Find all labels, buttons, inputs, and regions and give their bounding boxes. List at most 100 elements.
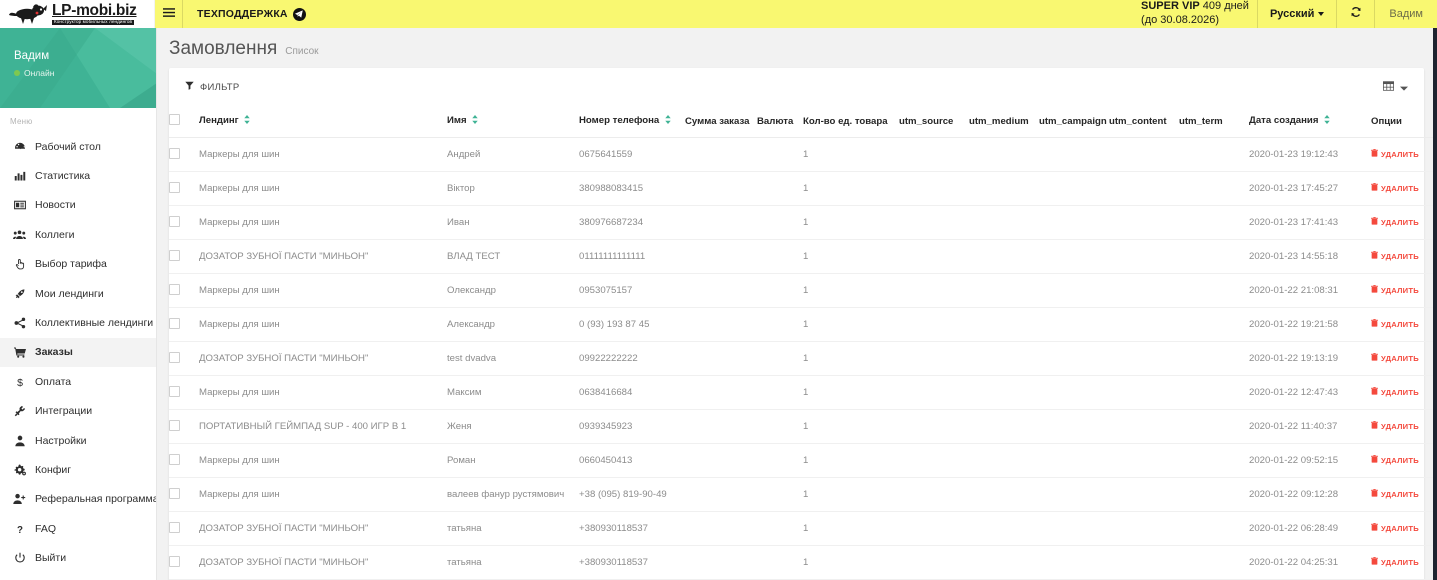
delete-label: УДАЛИТЬ [1381, 387, 1419, 397]
table-row[interactable]: Маркеры для шин Максим 0638416684 1 2020-01-… [169, 375, 1437, 410]
row-checkbox[interactable] [169, 487, 180, 499]
delete-button[interactable]: УДАЛИТЬ [1371, 455, 1419, 465]
filter-button[interactable]: ФИЛЬТР [185, 81, 240, 93]
sort-icon[interactable] [244, 115, 251, 127]
brand-logo-area[interactable]: LP-mobi.biz Конструктор мобильных лендин… [0, 0, 155, 28]
trash-icon [1371, 557, 1378, 567]
right-scrollbar[interactable] [1433, 28, 1437, 580]
row-checkbox[interactable] [169, 147, 180, 159]
plug-icon [13, 405, 26, 417]
cell-name: Олександр [447, 273, 579, 308]
table-row[interactable]: Маркеры для шин валеев фанур рустямович +3… [169, 477, 1437, 512]
row-checkbox[interactable] [169, 385, 180, 397]
sidebar-item-zakazy[interactable]: Заказы [0, 337, 156, 368]
cell-landing: Маркеры для шин [199, 375, 447, 410]
delete-button[interactable]: УДАЛИТЬ [1371, 183, 1419, 193]
sidebar-item-integracii[interactable]: Интеграции [0, 397, 156, 426]
cell-utm_campaign [1039, 443, 1109, 478]
cell-utm_campaign [1039, 545, 1109, 580]
sidebar-item-statistika[interactable]: Статистика [0, 161, 156, 190]
delete-button[interactable]: УДАЛИТЬ [1371, 557, 1419, 567]
column-header-landing[interactable]: Лендинг [199, 106, 447, 138]
cell-utm_term [1179, 171, 1249, 206]
delete-button[interactable]: УДАЛИТЬ [1371, 523, 1419, 533]
column-header-phone[interactable]: Номер телефона [579, 106, 685, 138]
delete-button[interactable]: УДАЛИТЬ [1371, 285, 1419, 295]
trash-icon [1371, 183, 1378, 193]
table-row[interactable]: ДОЗАТОР ЗУБНОЇ ПАСТИ "МИНЬОН" татьяна +380… [169, 511, 1437, 546]
table-row[interactable]: Маркеры для шин Роман 0660450413 1 2020-01-2… [169, 443, 1437, 478]
funnel-icon [185, 81, 194, 93]
sort-icon[interactable] [472, 115, 478, 127]
sidebar-item-vybor-tarifa[interactable]: Выбор тарифа [0, 250, 156, 279]
cell-date: 2020-01-22 09:52:15 [1249, 443, 1371, 478]
cell-utm_term [1179, 205, 1249, 240]
sort-icon[interactable] [1324, 115, 1330, 127]
table-row[interactable]: Маркеры для шин Александр 0 (93) 193 87 45… [169, 307, 1437, 342]
table-row[interactable]: ДОЗАТОР ЗУБНОЇ ПАСТИ "МИНЬОН" татьяна +380… [169, 545, 1437, 580]
cell-landing: Маркеры для шин [199, 307, 447, 342]
cell-phone: +38 (095) 819-90-49 [579, 477, 685, 512]
refresh-button[interactable] [1337, 0, 1376, 28]
sidebar-item-kollegi[interactable]: Коллеги [0, 220, 156, 249]
menu-toggle-button[interactable] [155, 0, 183, 28]
sidebar-item-faq[interactable]: ? FAQ [0, 514, 156, 543]
delete-button[interactable]: УДАЛИТЬ [1371, 353, 1419, 363]
sidebar-item-moi-lendingi[interactable]: Мои лендинги [0, 279, 156, 308]
delete-button[interactable]: УДАЛИТЬ [1371, 421, 1419, 431]
cell-qty: 1 [803, 307, 899, 342]
delete-button[interactable]: УДАЛИТЬ [1371, 217, 1419, 227]
table-row[interactable]: Маркеры для шин Віктор 380988083415 1 2020-0… [169, 171, 1437, 206]
sort-icon[interactable] [665, 115, 671, 127]
table-row[interactable]: Маркеры для шин Андрей 0675641559 1 2020-01-… [169, 137, 1437, 172]
support-button[interactable]: ТЕХПОДДЕРЖКА [183, 0, 320, 28]
user-menu-button[interactable]: Вадим [1375, 0, 1437, 28]
cell-currency [757, 273, 803, 308]
delete-label: УДАЛИТЬ [1381, 489, 1419, 499]
table-row[interactable]: ПОРТАТИВНЫЙ ГЕЙМПАД SUP - 400 ИГР В 1 Жен… [169, 409, 1437, 444]
row-options-cell: УДАЛИТЬ [1371, 409, 1437, 444]
columns-toggle-button[interactable] [1383, 78, 1410, 96]
sidebar-item-nastroyki[interactable]: Настройки [0, 426, 156, 455]
cell-phone: 380976687234 [579, 205, 685, 240]
row-checkbox[interactable] [169, 215, 180, 227]
row-checkbox[interactable] [169, 249, 180, 261]
cell-qty: 1 [803, 171, 899, 206]
sidebar-item-rabochiy-stol[interactable]: Рабочий стол [0, 132, 156, 161]
delete-button[interactable]: УДАЛИТЬ [1371, 319, 1419, 329]
column-header-name[interactable]: Имя [447, 106, 579, 138]
sidebar-item-kollektivnye-lendingi[interactable]: Коллективные лендинги [0, 308, 156, 337]
table-row[interactable]: Маркеры для шин Олександр 0953075157 1 2020-… [169, 273, 1437, 308]
row-checkbox[interactable] [169, 521, 180, 533]
table-row[interactable]: Маркеры для шин Иван 380976687234 1 2020-01-… [169, 205, 1437, 240]
row-checkbox[interactable] [169, 555, 180, 567]
cell-sum [685, 375, 757, 410]
cell-utm_content [1109, 239, 1179, 274]
sidebar-item-label: Новости [35, 199, 76, 212]
delete-button[interactable]: УДАЛИТЬ [1371, 251, 1419, 261]
sidebar-item-referalnaya-programma[interactable]: Реферальная программа [0, 485, 156, 514]
row-checkbox[interactable] [169, 419, 180, 431]
sidebar-item-vyyti[interactable]: Выйти [0, 543, 156, 572]
sidebar-item-oplata[interactable]: $ Оплата [0, 367, 156, 396]
cell-name: Роман [447, 443, 579, 478]
sidebar-item-novosti[interactable]: Новости [0, 191, 156, 220]
column-header-utm-campaign: utm_campaign [1039, 106, 1109, 138]
column-header-date[interactable]: Дата создания [1249, 106, 1371, 138]
table-row[interactable]: ДОЗАТОР ЗУБНОЇ ПАСТИ "МИНЬОН" test dvadva… [169, 341, 1437, 376]
shopping-cart-icon [13, 346, 26, 359]
language-selector[interactable]: Русский [1256, 0, 1338, 28]
delete-button[interactable]: УДАЛИТЬ [1371, 149, 1419, 159]
select-all-checkbox[interactable] [169, 114, 180, 125]
row-checkbox[interactable] [169, 181, 180, 193]
delete-label: УДАЛИТЬ [1381, 455, 1419, 465]
row-checkbox[interactable] [169, 317, 180, 329]
row-options-cell: УДАЛИТЬ [1371, 171, 1437, 206]
row-checkbox[interactable] [169, 453, 180, 465]
delete-button[interactable]: УДАЛИТЬ [1371, 489, 1419, 499]
table-row[interactable]: ДОЗАТОР ЗУБНОЇ ПАСТИ "МИНЬОН" ВЛАД ТЕСТ 01… [169, 239, 1437, 274]
delete-button[interactable]: УДАЛИТЬ [1371, 387, 1419, 397]
row-checkbox[interactable] [169, 283, 180, 295]
row-checkbox[interactable] [169, 351, 180, 363]
sidebar-item-konfig[interactable]: Конфиг [0, 455, 156, 484]
